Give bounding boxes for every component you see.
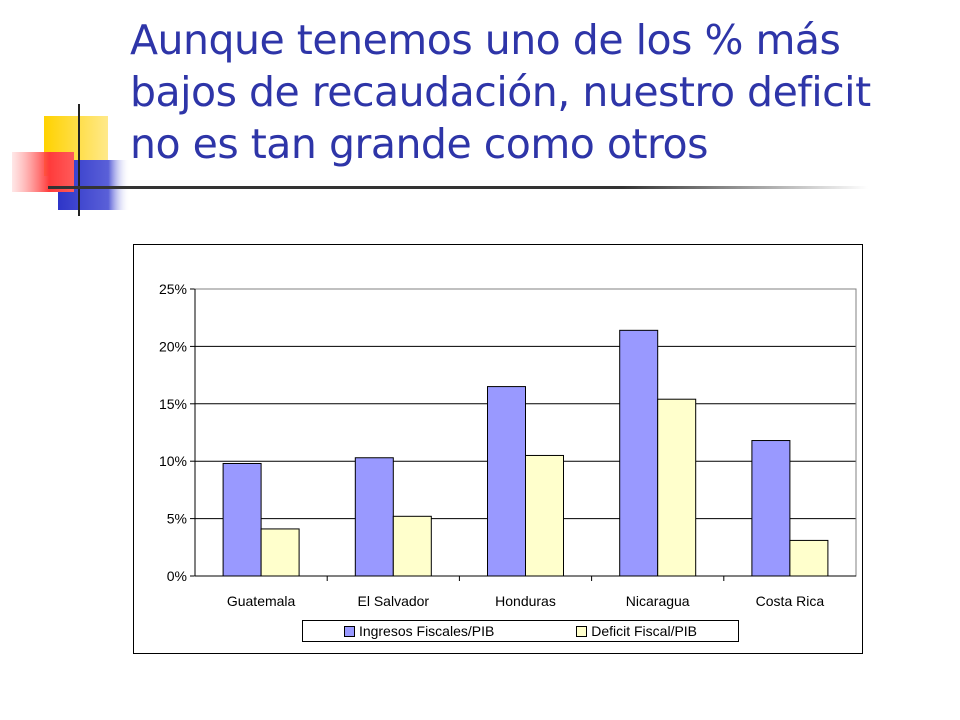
- y-tick-label: 5%: [167, 511, 187, 527]
- bar-ingresos: [222, 462, 262, 577]
- legend-item-ingresos: Ingresos Fiscales/PIB: [343, 623, 495, 639]
- y-tick-label: 25%: [159, 281, 187, 297]
- y-tick-label: 10%: [159, 453, 187, 469]
- y-tick-label: 20%: [159, 338, 187, 354]
- legend-label-ingresos: Ingresos Fiscales/PIB: [358, 623, 495, 639]
- decorative-squares: [12, 104, 130, 216]
- title-underline: [48, 186, 868, 189]
- bar-ingresos: [751, 440, 791, 577]
- x-tick-label: Guatemala: [227, 593, 296, 609]
- x-tick-label: El Salvador: [358, 593, 430, 609]
- x-tick-label: Costa Rica: [756, 593, 825, 609]
- title-line-3: no es tan grande como otros: [130, 120, 708, 168]
- legend-swatch-ingresos: [343, 625, 355, 637]
- legend-label-deficit: Deficit Fiscal/PIB: [591, 623, 698, 639]
- bar-ingresos: [487, 386, 526, 577]
- bar-chart: 0% 5% 10% 15% 20% 25% Guatemala El Salvador Hond…: [159, 281, 857, 609]
- y-tick-label: 0%: [167, 568, 187, 584]
- bar-deficit: [392, 515, 432, 577]
- legend-item-deficit: Deficit Fiscal/PIB: [576, 623, 697, 639]
- red-square: [12, 152, 74, 192]
- bar-deficit: [789, 539, 829, 577]
- title-line-1: Aunque tenemos uno de los % más: [130, 16, 841, 64]
- bar-deficit: [260, 528, 300, 577]
- bar-ingresos: [354, 457, 394, 577]
- chart-frame: 0% 5% 10% 15% 20% 25% Guatemala El Salvador Hond…: [133, 244, 863, 654]
- slide-title: Aunque tenemos uno de los % más bajos de…: [130, 14, 930, 170]
- x-tick-label: Honduras: [495, 593, 556, 609]
- title-line-2: bajos de recaudación, nuestro deficit: [130, 68, 871, 116]
- y-tick-label: 15%: [159, 396, 187, 412]
- bar-deficit: [525, 454, 564, 577]
- x-tick-label: Nicaragua: [626, 593, 690, 609]
- bar-deficit: [657, 398, 697, 577]
- legend-swatch-deficit: [576, 625, 588, 637]
- bar-ingresos: [619, 329, 659, 577]
- chart-legend: Ingresos Fiscales/PIB Deficit Fiscal/PIB: [302, 620, 739, 642]
